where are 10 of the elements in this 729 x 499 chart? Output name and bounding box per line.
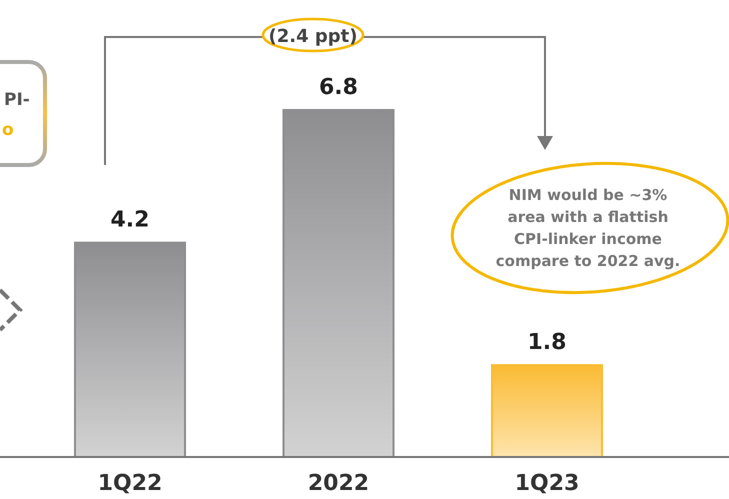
- annotation: NIM would be ~3% area with a flattish CPI-linker income compare to 2022 avg.: [496, 186, 680, 270]
- data-label: 1.8: [528, 330, 566, 356]
- x-tick-label: 1Q22: [98, 471, 162, 496]
- data-label: 6.8: [319, 75, 358, 100]
- text: (2.4 ppt): [268, 26, 358, 47]
- data-label: 4.2: [110, 208, 150, 233]
- annotation: PI-: [4, 90, 30, 110]
- x-tick-label: 1Q23: [514, 471, 580, 496]
- x-tick-label: 2022: [308, 471, 370, 496]
- annotation: o: [2, 120, 14, 140]
